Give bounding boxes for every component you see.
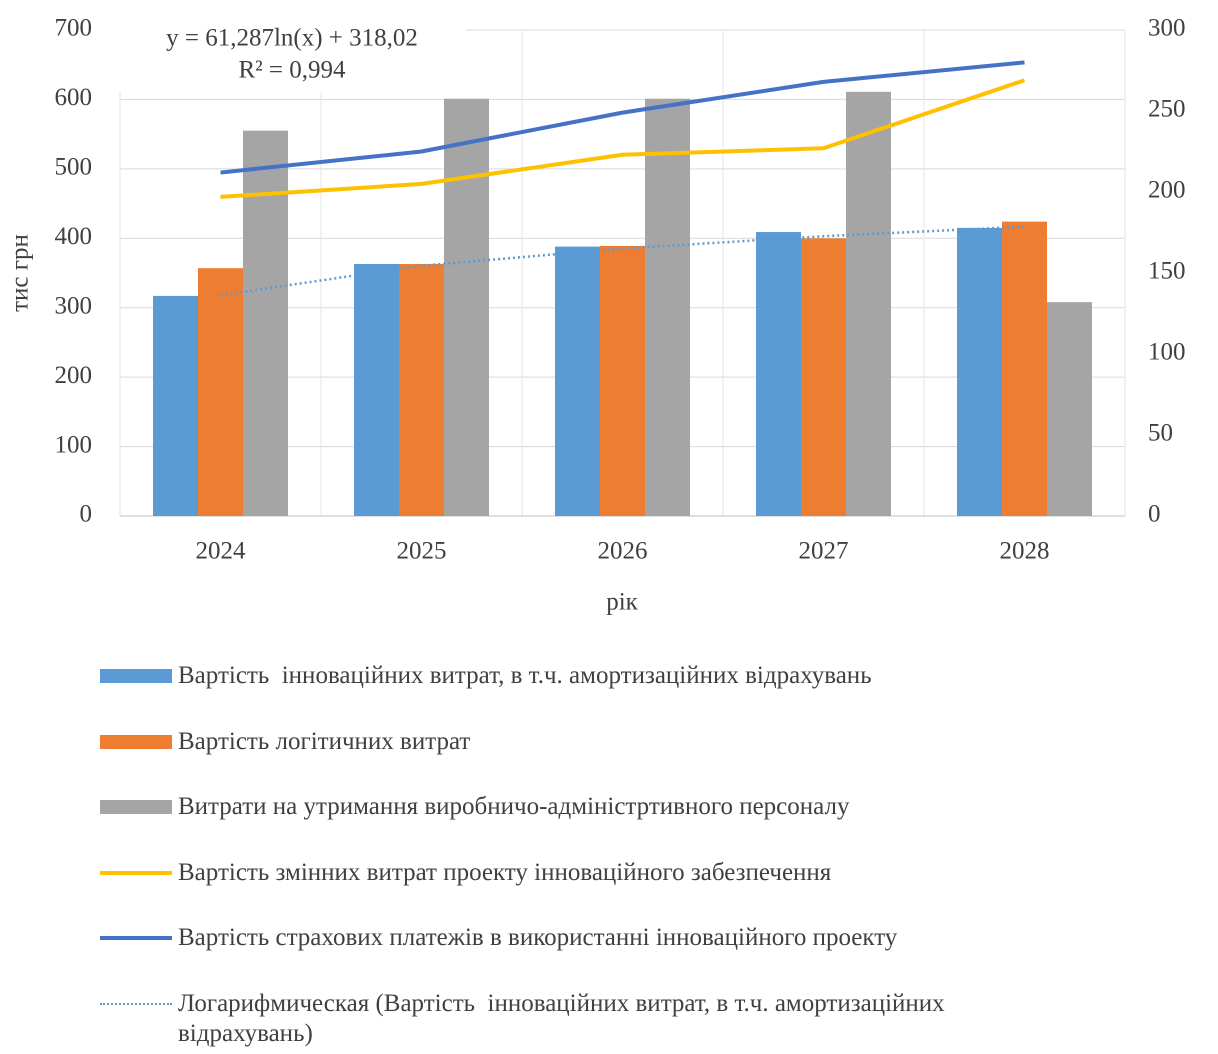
legend-label: Вартість інноваційних витрат, в т.ч. амо…: [178, 662, 872, 689]
legend-item: Витрати на утримання виробничо-адміністр…: [100, 792, 1100, 822]
y2-tick-label: 300: [1148, 15, 1186, 42]
legend-label: Витрати на утримання виробничо-адміністр…: [178, 793, 850, 820]
y2-tick-label: 50: [1148, 420, 1173, 447]
legend-label: Вартість страхових платежів в використан…: [178, 924, 898, 951]
bar: [444, 98, 489, 516]
bar: [243, 130, 288, 516]
legend-swatch: [100, 923, 172, 953]
y-tick-label: 700: [55, 15, 93, 42]
legend-swatch: [100, 792, 172, 822]
bar: [153, 295, 198, 516]
bar: [354, 263, 399, 516]
legend-swatch: [100, 989, 172, 1019]
legend-label: Вартість логітичних витрат: [178, 727, 471, 755]
legend-label: Вартість змінних витрат проекту інноваці…: [178, 858, 832, 886]
annotation-box: [118, 18, 466, 92]
legend-item: Вартість страхових платежів в використан…: [100, 923, 1100, 953]
bar: [600, 245, 645, 516]
y2-tick-label: 0: [1148, 501, 1161, 528]
y-tick-label: 100: [55, 431, 93, 458]
bar: [957, 227, 1002, 516]
bar: [1002, 221, 1047, 516]
chart: тис грн рік 0 100 200 300 400 500 600 700 0 50 100…: [7, 15, 1186, 616]
legend-item: Логарифмическая (Вартість інноваційних в…: [100, 989, 1100, 1049]
x-tick-label: 2028: [1000, 538, 1050, 565]
bar: [846, 91, 891, 516]
bar: [1047, 302, 1092, 516]
y2-tick-label: 200: [1148, 177, 1186, 204]
bar: [801, 238, 846, 517]
y2-tick-label: 100: [1148, 339, 1186, 366]
legend-swatch: [100, 727, 172, 757]
legend-label: Логарифмическая (Вартість інноваційних в…: [178, 989, 951, 1047]
y-axis-label: тис грн: [7, 234, 34, 312]
legend-item: Вартість інноваційних витрат, в т.ч. амо…: [100, 661, 1100, 691]
bar: [756, 232, 801, 516]
x-tick-label: 2025: [397, 538, 447, 565]
legend-item: Вартість логітичних витрат: [100, 727, 1100, 757]
y-tick-label: 600: [55, 84, 93, 111]
legend-swatch: [100, 858, 172, 888]
line: [220, 78, 1026, 199]
annotation: y = 61,287ln(x) + 318,02: [166, 25, 418, 52]
y2-tick-label: 150: [1148, 258, 1186, 285]
line: [220, 60, 1025, 175]
bar: [399, 263, 444, 516]
annotation: R² = 0,994: [238, 57, 346, 84]
trendline: [220, 225, 1025, 297]
bar: [555, 246, 600, 517]
legend-swatch: [100, 661, 172, 691]
y2-tick-label: 250: [1148, 96, 1186, 123]
bar: [645, 98, 690, 516]
y-tick-label: 200: [55, 362, 93, 389]
x-tick-label: 2024: [196, 538, 247, 565]
x-tick-label: 2027: [799, 538, 849, 565]
bar: [198, 268, 243, 516]
y-tick-label: 300: [55, 292, 93, 319]
x-tick-label: 2026: [598, 538, 648, 565]
x-axis-label: рік: [606, 589, 638, 616]
y-tick-label: 400: [55, 223, 93, 250]
legend-item: Вартість змінних витрат проекту інноваці…: [100, 858, 1100, 888]
y-tick-label: 0: [80, 501, 93, 528]
y-tick-label: 500: [55, 154, 93, 181]
